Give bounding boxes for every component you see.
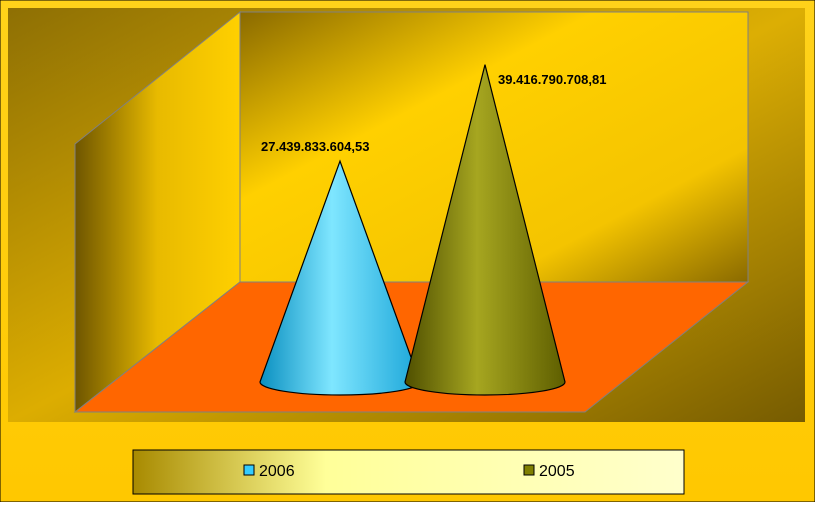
legend-label-2005: 2005	[539, 463, 575, 480]
legend-swatch-2006	[243, 464, 255, 476]
legend-swatch-2005	[523, 464, 535, 476]
floor	[73, 281, 750, 413]
cone-series	[259, 64, 566, 396]
legend: 2006 2005	[132, 449, 685, 495]
data-label-2005: 39.416.790.708,81	[498, 72, 606, 87]
cone-2005	[404, 64, 566, 396]
legend-label-2006: 2006	[259, 463, 295, 480]
data-label-2006: 27.439.833.604,53	[261, 139, 369, 154]
legend-box	[132, 449, 685, 495]
